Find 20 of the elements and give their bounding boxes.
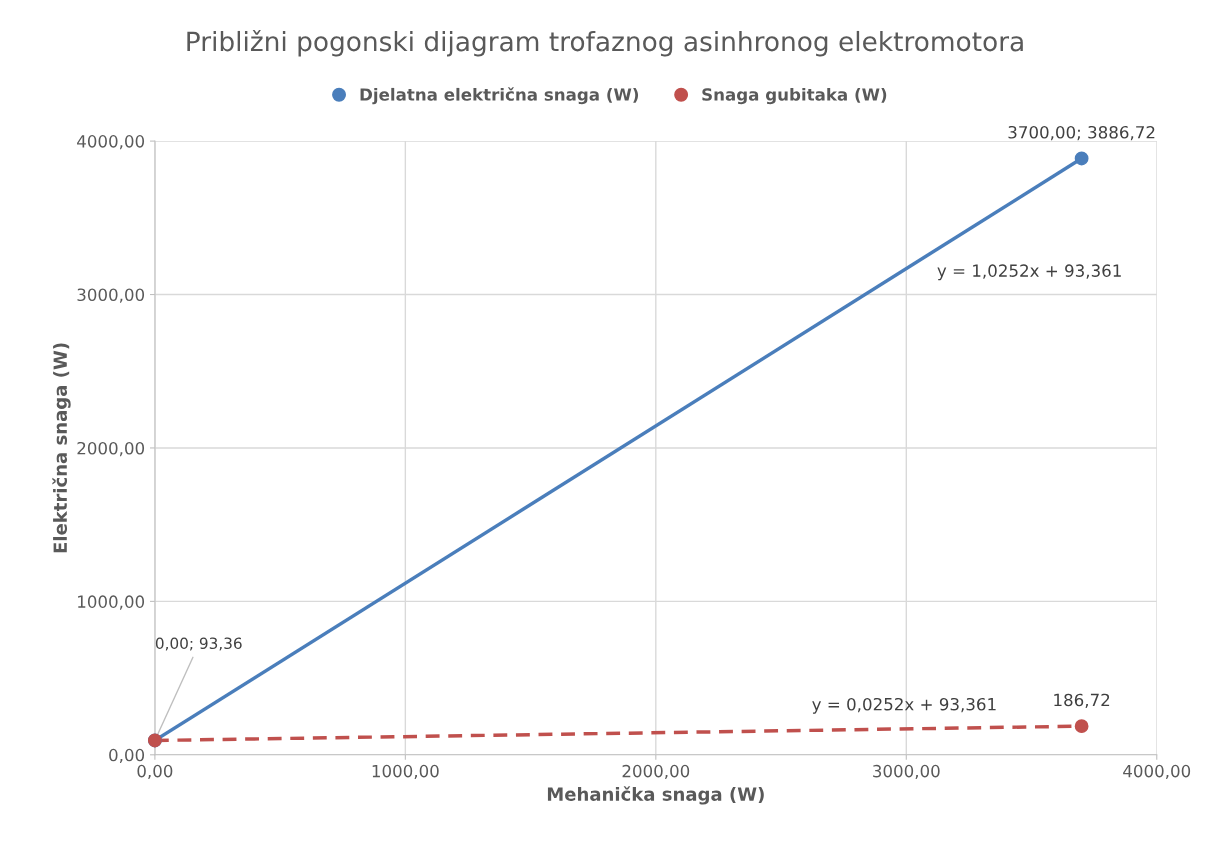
x-tick-label: 3000,00 — [873, 764, 940, 780]
legend-label: Djelatna električna snaga (W) — [360, 87, 639, 105]
y-tick-label: 2000,00 — [77, 441, 145, 457]
y-tick-label: 1000,00 — [78, 595, 145, 610]
legend-label: Snaga gubitaka (W) — [702, 87, 887, 105]
data-label: 0,00; 93,36 — [155, 637, 242, 651]
annotation: y = 0,0252x + 93,361 — [812, 697, 996, 714]
x-tick-label: 4000,00 — [1123, 764, 1191, 780]
x-tick-label: 2000,00 — [622, 764, 690, 780]
x-axis-title: Mehanička snaga (W) — [547, 786, 764, 805]
y-axis-title: Električna snaga (W) — [52, 343, 71, 553]
y-tick-label: 0,00 — [109, 748, 145, 764]
x-tick-label: 1000,00 — [372, 764, 439, 780]
data-label: 186,72 — [1054, 693, 1110, 708]
chart-title: Približni pogonski dijagram trofaznog asinhronog elektromotora — [187, 29, 1023, 57]
y-tick-label: 3000,00 — [77, 288, 145, 303]
x-tick-label: 0,00 — [137, 764, 173, 780]
annotation: y = 1,0252x + 93,361 — [937, 264, 1121, 281]
data-label: 3700,00; 3886,72 — [1008, 125, 1155, 141]
y-tick-label: 4000,00 — [77, 135, 145, 150]
